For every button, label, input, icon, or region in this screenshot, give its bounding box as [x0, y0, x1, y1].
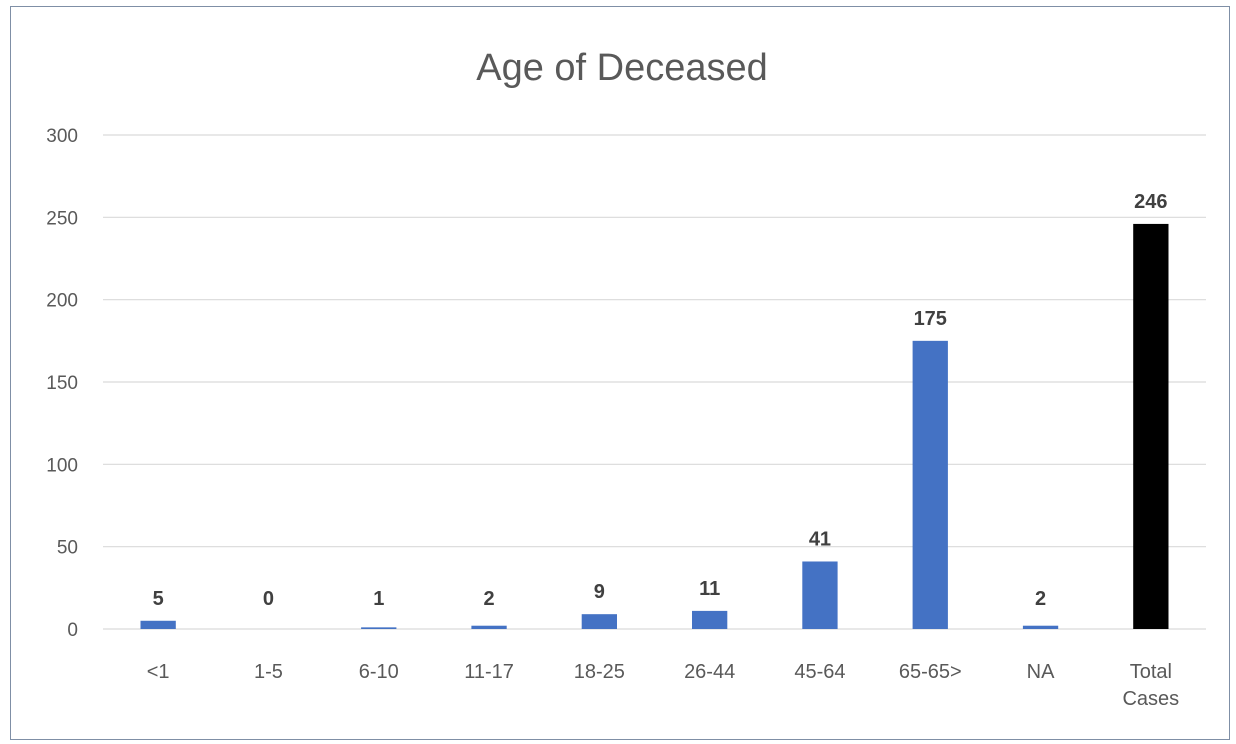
bar — [912, 340, 948, 629]
x-tick-label: 45-64 — [794, 661, 845, 683]
chart-frame — [10, 6, 1230, 740]
y-axis-ticks: 0 50 100 150 200 250 300 — [46, 126, 78, 641]
y-tick-label: 100 — [46, 455, 78, 476]
x-tick-label: 65-65> — [899, 661, 962, 683]
bar — [140, 620, 176, 629]
x-axis-ticks: <1 1-5 6-10 11-17 18-25 26-44 45-64 65-65> NA Tot… — [147, 661, 1179, 710]
bars — [140, 223, 1169, 630]
data-label: 0 — [263, 588, 274, 610]
gridlines — [103, 134, 1206, 630]
data-label: 9 — [594, 581, 605, 603]
x-tick-label: NA — [1027, 661, 1055, 683]
chart-title: Age of Deceased — [476, 47, 768, 89]
data-label: 2 — [483, 588, 494, 610]
bar — [471, 625, 507, 629]
bar — [802, 561, 838, 629]
data-label: 2 — [1035, 588, 1046, 610]
x-tick-label: Total Cases — [1122, 661, 1179, 710]
bar — [692, 610, 728, 629]
x-tick-label: 1-5 — [254, 661, 283, 683]
x-tick-label: <1 — [147, 661, 170, 683]
y-tick-label: 200 — [46, 291, 78, 312]
data-labels: 5 0 1 2 9 11 41 175 2 246 — [153, 191, 1168, 610]
data-label: 1 — [373, 588, 384, 610]
bar — [361, 627, 397, 629]
bar — [1022, 625, 1059, 629]
x-tick-label: 18-25 — [574, 661, 625, 683]
data-label: 5 — [153, 588, 164, 610]
x-tick-label: 6-10 — [359, 661, 399, 683]
data-label: 246 — [1134, 191, 1167, 213]
data-label: 11 — [699, 578, 720, 600]
y-tick-label: 50 — [57, 538, 78, 559]
y-tick-label: 150 — [46, 373, 78, 394]
y-tick-label: 0 — [67, 620, 78, 641]
bar — [581, 614, 617, 629]
y-tick-label: 250 — [46, 208, 78, 229]
data-label: 175 — [914, 308, 947, 330]
bar — [1133, 223, 1169, 630]
data-label: 41 — [809, 528, 831, 550]
x-tick-label: 11-17 — [464, 661, 514, 683]
y-tick-label: 300 — [46, 126, 78, 147]
x-tick-label: 26-44 — [684, 661, 735, 683]
